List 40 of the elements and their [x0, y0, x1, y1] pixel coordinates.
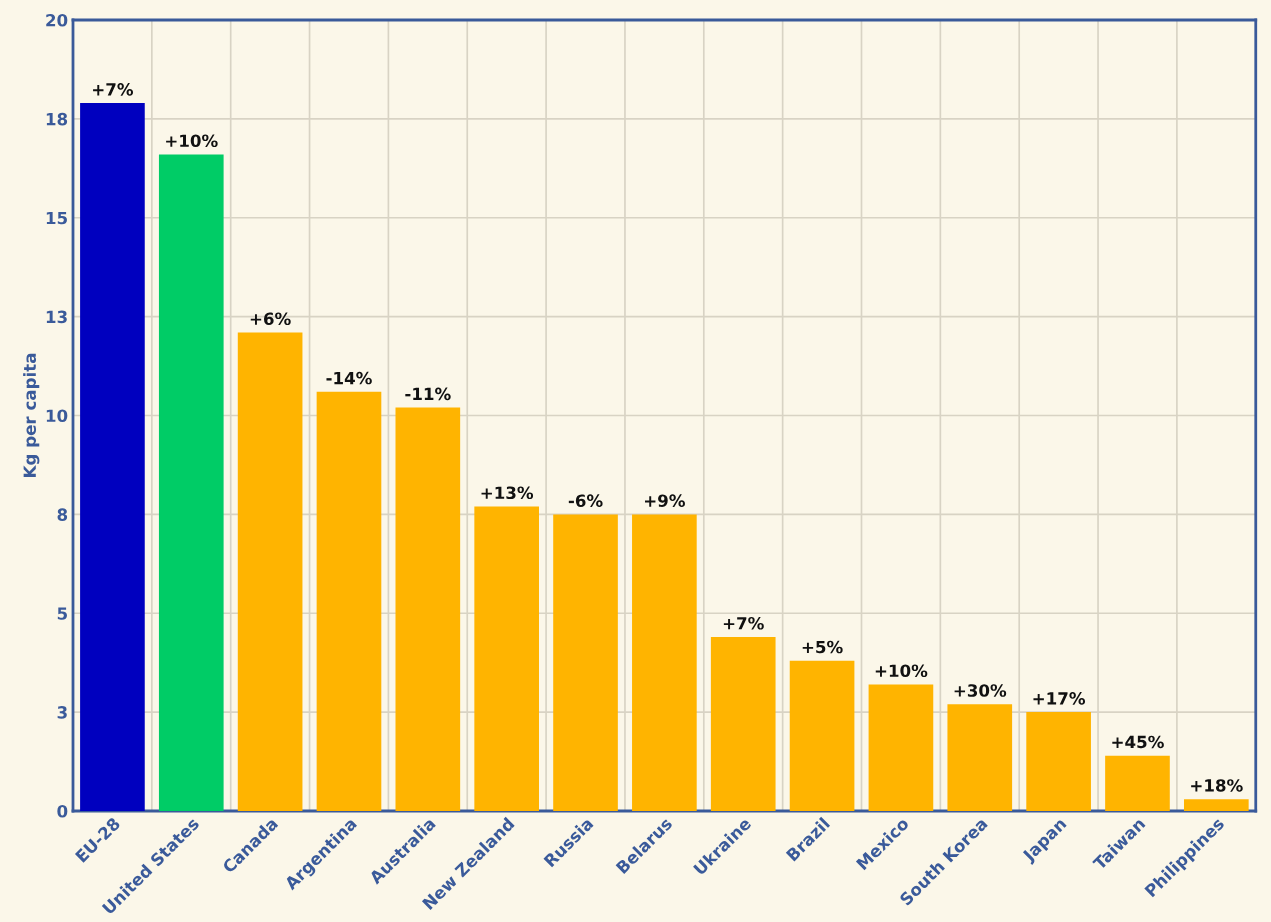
annotation: -6%: [568, 494, 603, 507]
annotation: +30%: [954, 684, 1007, 697]
annotation: +17%: [1033, 692, 1086, 705]
bar: [237, 332, 303, 811]
y-tick-label: 8: [57, 508, 68, 521]
bar: [868, 684, 934, 811]
y-tick-label: 18: [46, 112, 68, 126]
bar: [553, 514, 618, 811]
y-tick-label: 3: [57, 706, 67, 719]
bar: [632, 514, 697, 811]
y-tick-label: 13: [46, 310, 67, 324]
annotation: +45%: [1112, 735, 1164, 749]
y-tick-label: 0: [57, 804, 68, 818]
annotation: +7%: [723, 616, 764, 630]
y-tick-label: 15: [46, 211, 67, 225]
annotation: +5%: [802, 640, 843, 654]
bar: [1026, 712, 1091, 811]
annotation: +6%: [250, 312, 291, 326]
bar: [1183, 799, 1249, 811]
annotation: +10%: [875, 664, 928, 678]
annotation: +18%: [1191, 779, 1243, 792]
bar: [474, 506, 539, 811]
bar: [158, 154, 224, 811]
annotation: +7%: [93, 83, 134, 96]
y-tick-label: 10: [46, 409, 68, 423]
annotation: -14%: [326, 371, 372, 385]
bar: [316, 391, 382, 811]
bar: [947, 704, 1013, 811]
y-axis-title: Kg per capita: [23, 353, 40, 477]
bar: [395, 407, 461, 811]
bar: [789, 660, 855, 811]
bar: [80, 103, 145, 811]
annotation: +9%: [645, 494, 685, 507]
annotation: -11%: [405, 387, 451, 401]
annotation: +13%: [481, 486, 534, 500]
bar: [1105, 755, 1170, 811]
y-tick-label: 5: [57, 607, 67, 620]
bar: [710, 636, 776, 811]
annotation: +10%: [166, 134, 218, 148]
y-tick-label: 20: [46, 13, 68, 27]
